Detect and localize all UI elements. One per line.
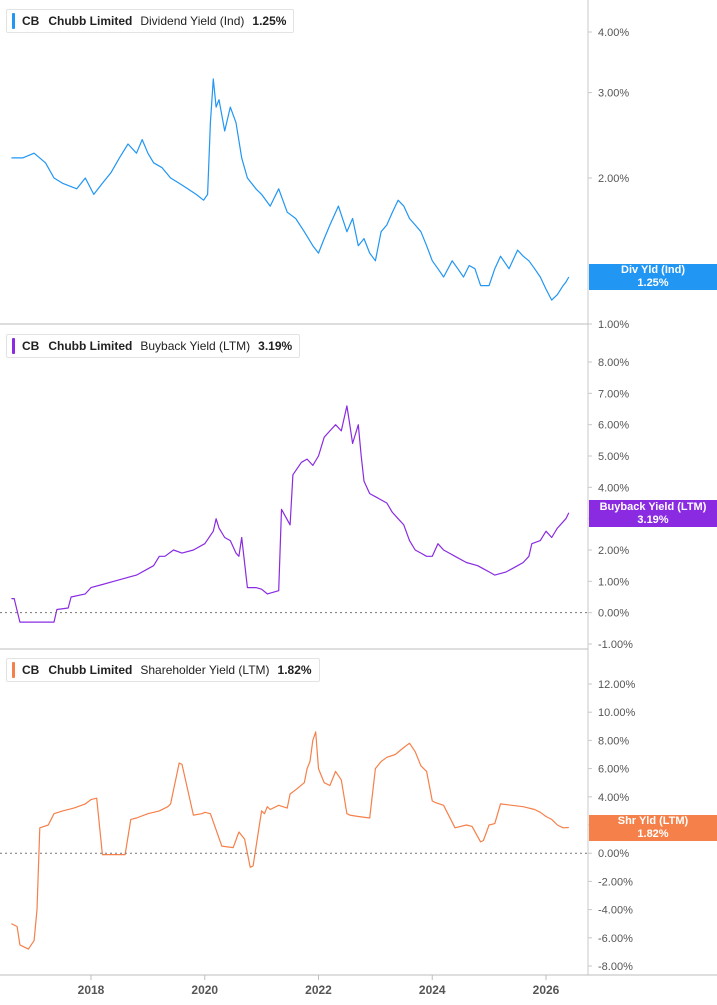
legend-ticker: CB [22,663,40,677]
legend-color-swatch [12,13,15,29]
y-tick-label: 4.00% [598,27,629,39]
y-tick-label: 2.00% [598,173,629,185]
y-tick-label: -1.00% [598,639,633,651]
legend-company: Chubb Limited [48,339,133,353]
last-value-flag-dividend: Div Yld (Ind) 1.25% [589,264,717,290]
legend-ticker: CB [22,14,40,28]
legend-buyback[interactable]: CB Chubb Limited Buyback Yield (LTM) 3.1… [6,334,301,358]
legend-value: 1.25% [252,14,287,28]
y-tick-label: -4.00% [598,905,633,917]
y-tick-label: 0.00% [598,608,629,620]
y-tick-label: 12.00% [598,679,636,691]
flag-value: 1.82% [637,828,669,840]
legend-ticker: CB [22,339,40,353]
chart-lines-layer [11,78,570,950]
series-line-buyback [11,405,570,623]
y-tick-label: 4.00% [598,482,629,494]
flag-title: Shr Yld (LTM) [617,815,689,827]
series-line-shareholder [11,731,569,950]
x-tick-label: 2022 [305,983,332,997]
flag-value: 3.19% [637,513,669,526]
y-tick-label: 10.00% [598,707,636,719]
legend-shareholder[interactable]: CB Chubb Limited Shareholder Yield (LTM)… [6,658,320,682]
y-tick-label: 6.00% [598,420,629,432]
legend-color-swatch [12,338,15,354]
y-tick-label: 2.00% [598,545,629,557]
y-tick-label: 0.00% [598,848,629,860]
y-tick-label: 1.00% [598,319,629,331]
x-tick-label: 2020 [191,983,218,997]
last-value-flag-shareholder: Shr Yld (LTM) 1.82% [589,815,717,841]
y-tick-label: 3.00% [598,88,629,100]
legend-metric: Dividend Yield (Ind) [140,14,245,28]
y-tick-label: 8.00% [598,357,629,369]
flag-title: Buyback Yield (LTM) [599,500,707,513]
y-tick-label: 1.00% [598,576,629,588]
y-tick-label: 4.00% [598,792,629,804]
y-tick-label: 7.00% [598,388,629,400]
x-tick-label: 2026 [533,983,560,997]
y-tick-label: -2.00% [598,876,633,888]
legend-metric: Shareholder Yield (LTM) [140,663,270,677]
legend-color-swatch [12,662,15,678]
series-line-dividend [11,78,570,301]
flag-value: 1.25% [637,277,669,289]
legend-value: 1.82% [277,663,312,677]
legend-dividend[interactable]: CB Chubb Limited Dividend Yield (Ind) 1.… [6,9,295,33]
y-tick-label: 6.00% [598,764,629,776]
y-tick-label: -8.00% [598,961,633,973]
y-tick-label: 5.00% [598,451,629,463]
y-tick-label: 8.00% [598,735,629,747]
legend-company: Chubb Limited [48,663,133,677]
x-tick-label: 2024 [419,983,446,997]
legend-metric: Buyback Yield (LTM) [140,339,251,353]
flag-title: Div Yld (Ind) [621,264,685,276]
legend-company: Chubb Limited [48,14,133,28]
x-tick-label: 2018 [78,983,105,997]
y-tick-label: -6.00% [598,933,633,945]
last-value-flag-buyback: Buyback Yield (LTM) 3.19% [589,500,717,527]
legend-value: 3.19% [258,339,293,353]
